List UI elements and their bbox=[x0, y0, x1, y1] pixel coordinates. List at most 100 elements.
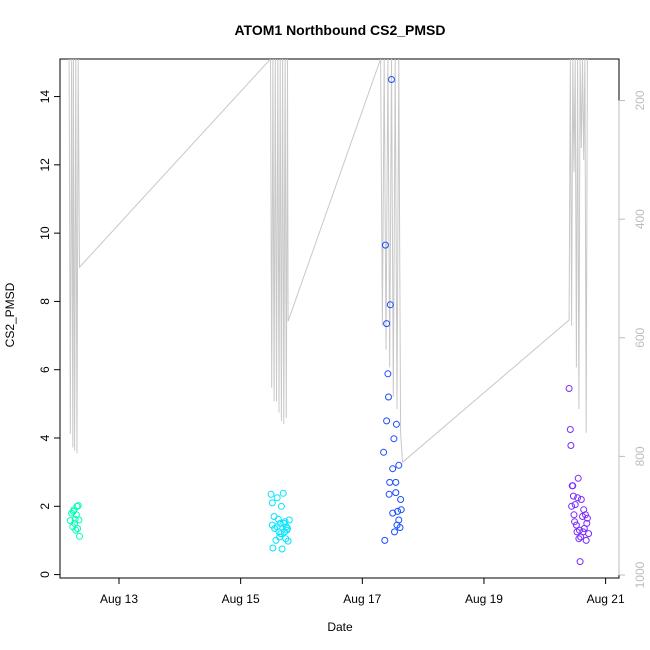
data-point bbox=[72, 526, 80, 534]
right-tick-label: 200 bbox=[633, 90, 647, 110]
data-point bbox=[567, 442, 575, 449]
depth-line bbox=[68, 59, 588, 464]
data-point bbox=[395, 461, 403, 469]
data-point bbox=[267, 490, 275, 498]
data-point bbox=[277, 530, 285, 538]
data-point bbox=[278, 545, 286, 553]
data-point bbox=[572, 521, 580, 529]
data-point bbox=[384, 370, 392, 378]
data-point bbox=[397, 496, 405, 503]
data-point bbox=[75, 516, 83, 524]
data-point bbox=[566, 426, 574, 433]
data-point bbox=[74, 502, 82, 510]
data-point bbox=[383, 417, 391, 425]
data-point bbox=[576, 526, 583, 534]
x-tick-label: Aug 15 bbox=[222, 592, 260, 606]
points-layer bbox=[66, 76, 593, 566]
x-tick-label: Aug 19 bbox=[465, 592, 503, 606]
data-point bbox=[275, 528, 283, 536]
data-point bbox=[281, 518, 289, 526]
y-tick-label: 6 bbox=[38, 366, 52, 373]
y-tick-label: 10 bbox=[38, 226, 52, 240]
line-layer bbox=[68, 59, 588, 464]
data-point bbox=[389, 509, 397, 517]
right-tick-label: 800 bbox=[633, 446, 647, 466]
data-point bbox=[269, 544, 277, 552]
y-tick-label: 14 bbox=[38, 90, 52, 104]
data-point bbox=[569, 482, 577, 490]
data-point bbox=[284, 537, 292, 545]
data-point bbox=[386, 301, 394, 309]
data-point bbox=[272, 536, 280, 544]
data-point bbox=[392, 478, 400, 486]
y-tick-label: 0 bbox=[38, 571, 52, 578]
y-tick-label: 8 bbox=[38, 298, 52, 305]
x-axis-label: Date bbox=[327, 620, 353, 634]
data-point bbox=[571, 501, 579, 509]
data-point bbox=[391, 528, 398, 536]
data-point bbox=[386, 478, 394, 486]
y-axis-label: CS2_PMSD bbox=[3, 282, 17, 347]
data-point bbox=[570, 511, 578, 519]
data-point bbox=[73, 502, 81, 510]
data-point bbox=[575, 535, 583, 543]
bottom-axis: Aug 13 Aug 15 Aug 17 Aug 19 Aug 21 bbox=[100, 577, 625, 606]
data-point bbox=[576, 558, 584, 566]
data-point bbox=[392, 420, 400, 428]
data-point bbox=[583, 519, 591, 527]
data-point bbox=[390, 435, 398, 443]
data-point bbox=[568, 502, 576, 510]
data-point bbox=[381, 241, 389, 249]
data-point bbox=[71, 515, 79, 523]
data-point bbox=[577, 496, 585, 503]
data-point bbox=[268, 499, 276, 507]
data-point bbox=[71, 519, 79, 527]
data-point bbox=[583, 514, 591, 522]
data-point bbox=[585, 530, 593, 538]
data-point bbox=[270, 513, 278, 520]
data-point bbox=[565, 385, 573, 392]
data-point bbox=[582, 536, 590, 544]
data-point bbox=[385, 393, 392, 401]
x-tick-label: Aug 13 bbox=[100, 592, 138, 606]
data-point bbox=[383, 320, 391, 328]
data-point bbox=[279, 489, 287, 497]
data-point bbox=[273, 494, 281, 502]
data-point bbox=[274, 515, 282, 523]
y-tick-label: 2 bbox=[38, 503, 52, 510]
right-tick-label: 400 bbox=[633, 209, 647, 229]
data-point bbox=[580, 506, 588, 514]
data-point bbox=[284, 525, 291, 532]
data-point bbox=[277, 502, 285, 510]
plot-frame bbox=[59, 58, 620, 579]
right-tick-label: 1000 bbox=[633, 561, 647, 588]
data-point bbox=[574, 494, 582, 502]
data-point bbox=[280, 519, 288, 527]
data-point bbox=[392, 489, 400, 497]
plot-box bbox=[59, 58, 620, 579]
y-tick-label: 4 bbox=[38, 434, 52, 441]
right-tick-label: 600 bbox=[633, 327, 647, 347]
data-point bbox=[389, 465, 397, 473]
y-tick-label: 12 bbox=[38, 158, 52, 172]
x-tick-label: Aug 17 bbox=[343, 592, 381, 606]
data-point bbox=[76, 532, 83, 540]
data-point bbox=[393, 521, 401, 529]
data-point bbox=[385, 490, 393, 498]
data-point bbox=[74, 525, 82, 532]
data-point bbox=[381, 536, 389, 544]
chart-title: ATOM1 Northbound CS2_PMSD bbox=[234, 22, 445, 38]
data-point bbox=[397, 506, 405, 514]
data-point bbox=[571, 518, 579, 526]
right-axis: 200 400 600 800 1000 bbox=[618, 90, 647, 588]
data-point bbox=[577, 533, 585, 541]
data-point bbox=[282, 535, 290, 543]
x-tick-label: Aug 21 bbox=[587, 592, 625, 606]
data-point bbox=[285, 516, 293, 524]
data-point bbox=[574, 474, 582, 482]
data-point bbox=[276, 533, 284, 541]
data-point bbox=[569, 492, 577, 500]
data-point bbox=[380, 448, 388, 456]
data-point bbox=[394, 507, 402, 515]
